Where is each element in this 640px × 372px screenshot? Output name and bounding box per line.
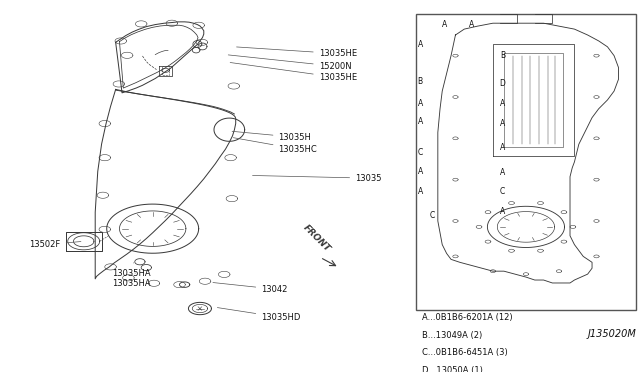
Text: A: A	[418, 167, 423, 176]
Text: 13035H: 13035H	[232, 131, 312, 142]
Text: D...13050A (1): D...13050A (1)	[422, 366, 483, 372]
Text: C: C	[429, 211, 435, 219]
Text: B: B	[500, 51, 505, 60]
Text: A: A	[469, 20, 475, 29]
Text: 13035HE: 13035HE	[230, 62, 357, 82]
Text: FRONT: FRONT	[301, 223, 332, 254]
Text: 13502F: 13502F	[29, 240, 81, 249]
Text: A: A	[418, 187, 423, 196]
Text: 13042: 13042	[213, 283, 287, 294]
Text: A: A	[418, 40, 423, 49]
Text: A: A	[500, 167, 505, 176]
Text: 13035HA: 13035HA	[113, 263, 151, 278]
Bar	[416, 15, 636, 310]
Text: B: B	[418, 77, 423, 86]
Text: B...13049A (2): B...13049A (2)	[422, 331, 483, 340]
Text: 15200N: 15200N	[228, 55, 351, 71]
Text: A: A	[418, 99, 423, 108]
Text: C: C	[500, 187, 505, 196]
Text: A: A	[500, 207, 505, 216]
Text: A: A	[418, 117, 423, 126]
Text: 13035HD: 13035HD	[218, 308, 301, 322]
Text: C...0B1B6-6451A (3): C...0B1B6-6451A (3)	[422, 349, 508, 357]
Text: C: C	[418, 148, 423, 157]
Text: A: A	[500, 99, 505, 108]
Text: 13035HA: 13035HA	[113, 273, 151, 288]
Text: A...0B1B6-6201A (12): A...0B1B6-6201A (12)	[422, 313, 513, 322]
Text: J135020M: J135020M	[588, 328, 636, 339]
Text: 13035HC: 13035HC	[234, 138, 317, 154]
Text: 13035HE: 13035HE	[237, 47, 357, 58]
Text: A: A	[500, 119, 505, 128]
Text: A: A	[500, 143, 505, 152]
Text: D: D	[500, 79, 506, 88]
Text: 13035: 13035	[253, 174, 381, 183]
Text: A: A	[442, 20, 447, 29]
